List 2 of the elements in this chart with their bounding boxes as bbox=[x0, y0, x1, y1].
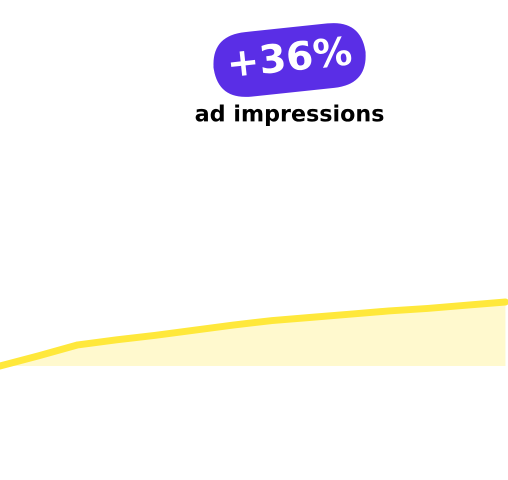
text: +36% bbox=[229, 36, 352, 78]
text: ad impressions bbox=[196, 104, 384, 126]
